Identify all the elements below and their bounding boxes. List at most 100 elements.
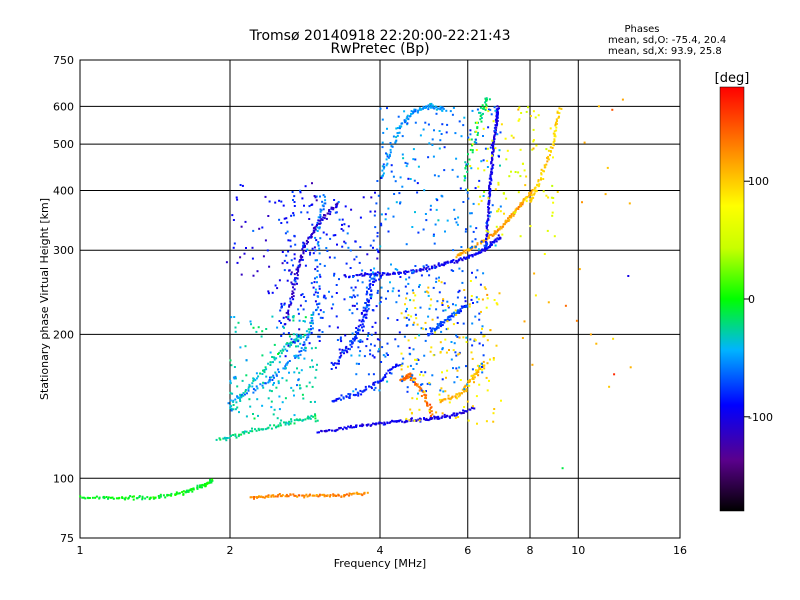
trace-point (366, 298, 369, 301)
cloud-point (237, 321, 240, 324)
cloud-point (336, 339, 339, 341)
cloud-point (411, 397, 414, 400)
trace-point (112, 497, 115, 500)
cloud-point (517, 171, 520, 174)
cloud-point (432, 235, 435, 237)
cloud-point (287, 422, 290, 425)
trace-point (170, 494, 173, 497)
trace-point (468, 378, 471, 381)
cloud-point (535, 144, 538, 147)
trace-point (459, 257, 462, 260)
cloud-point (341, 218, 344, 221)
cloud-point (338, 278, 340, 281)
cloud-point (482, 135, 484, 137)
cloud-point (476, 422, 478, 425)
trace-point (205, 483, 208, 486)
cloud-point (410, 411, 413, 414)
trace-point (397, 273, 400, 275)
cloud-point (409, 364, 412, 367)
trace-point (260, 495, 263, 498)
trace-point (398, 131, 401, 134)
cloud-point (384, 213, 387, 216)
cloud-point (270, 400, 273, 403)
trace-point (340, 398, 342, 401)
cloud-point (299, 304, 302, 307)
trace-point (302, 246, 305, 249)
trace-point (488, 177, 491, 180)
cloud-point (604, 193, 607, 196)
cloud-point (301, 197, 304, 200)
cloud-point (412, 158, 415, 161)
cloud-point (441, 123, 444, 126)
trace-point (296, 495, 299, 498)
cloud-point (478, 365, 481, 368)
trace-point (234, 434, 237, 437)
cloud-point (278, 279, 281, 282)
cloud-point (543, 253, 546, 255)
trace-point (316, 226, 319, 229)
cloud-point (298, 350, 301, 353)
cloud-point (273, 382, 275, 384)
cloud-point (318, 340, 321, 342)
trace-point (431, 413, 434, 416)
trace-point (135, 497, 138, 500)
cloud-point (291, 191, 294, 193)
cloud-point (381, 346, 384, 349)
cloud-point (469, 133, 472, 136)
trace-point (310, 235, 313, 238)
trace-point (453, 261, 456, 264)
trace-point (488, 207, 491, 210)
trace-point (424, 106, 426, 109)
cloud-point (419, 306, 422, 309)
trace-point (496, 109, 499, 112)
phases-line-x: mean, sd,X: 93.9, 25.8 (608, 46, 722, 57)
trace-point (305, 242, 308, 245)
cloud-point (478, 342, 481, 345)
cloud-point (459, 379, 462, 381)
trace-point (420, 268, 423, 271)
trace-point (115, 497, 118, 500)
trace-point (372, 381, 375, 384)
cloud-point (482, 195, 485, 197)
trace-point (309, 493, 311, 496)
trace-point (314, 259, 317, 262)
trace-point (461, 306, 464, 309)
cloud-point (517, 108, 520, 111)
trace-point (294, 340, 297, 343)
trace-point (239, 393, 242, 396)
trace-point (430, 414, 432, 417)
cloud-point (315, 239, 318, 242)
trace-point (495, 113, 498, 116)
trace-point (297, 270, 300, 273)
trace-point (488, 185, 491, 188)
cloud-point (441, 348, 444, 351)
cloud-point (297, 308, 300, 311)
trace-point (456, 261, 459, 264)
trace-point (535, 190, 538, 193)
cloud-point (379, 301, 382, 303)
cloud-point (318, 335, 321, 338)
trace-point (398, 419, 401, 422)
trace-point (255, 377, 258, 380)
cloud-point (471, 344, 474, 347)
trace-point (533, 189, 536, 192)
cloud-point (491, 154, 493, 157)
trace-point (227, 402, 230, 405)
cloud-point (284, 232, 287, 235)
trace-point (181, 491, 184, 493)
cloud-point (384, 218, 387, 221)
trace-point (365, 313, 368, 316)
cloud-point (447, 305, 449, 307)
trace-point (409, 373, 412, 376)
cloud-point (237, 396, 240, 399)
cloud-point (483, 286, 486, 289)
trace-point (426, 402, 429, 405)
trace-point (344, 349, 347, 352)
trace-point (158, 496, 161, 499)
trace-point (423, 266, 426, 269)
cloud-point (309, 401, 312, 403)
trace-point (395, 127, 398, 130)
cloud-point (486, 166, 489, 168)
cloud-point (359, 341, 362, 343)
trace-point (492, 149, 495, 152)
